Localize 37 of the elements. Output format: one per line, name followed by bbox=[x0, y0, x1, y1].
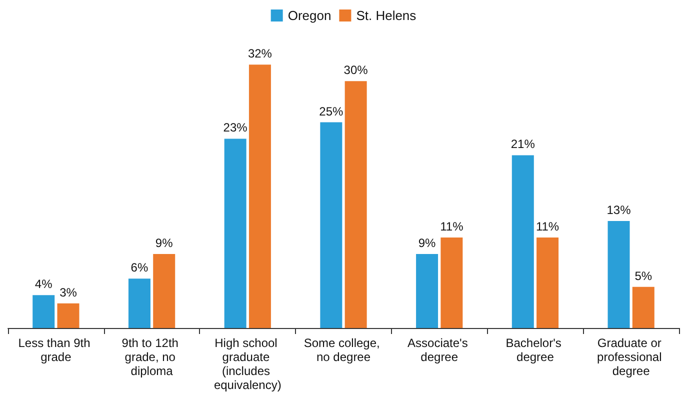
bar bbox=[344, 81, 367, 328]
x-tick-label: High school graduate (includes equivalency) bbox=[214, 336, 282, 392]
data-label: 11% bbox=[536, 219, 560, 234]
data-label: 9% bbox=[155, 236, 174, 250]
x-tick-label: Less than 9th grade bbox=[18, 336, 94, 364]
data-label: 25% bbox=[319, 104, 344, 118]
data-label: 6% bbox=[130, 260, 148, 275]
data-label: 32% bbox=[248, 46, 272, 61]
bar bbox=[416, 254, 438, 328]
data-label: 5% bbox=[634, 268, 652, 283]
x-tick-label: Graduate or professional degree bbox=[597, 336, 666, 378]
x-tick-label: 9th to 12th grade, no diploma bbox=[122, 336, 182, 378]
x-tick-label: Bachelor's degree bbox=[506, 336, 565, 364]
bar bbox=[512, 155, 534, 328]
data-label: 21% bbox=[510, 137, 536, 152]
data-label: 4% bbox=[34, 277, 53, 292]
bar bbox=[440, 237, 463, 328]
bar bbox=[57, 303, 80, 328]
data-label: 23% bbox=[223, 120, 248, 135]
data-label: 13% bbox=[606, 203, 632, 218]
bar bbox=[153, 254, 176, 328]
data-label: 11% bbox=[440, 219, 464, 234]
x-tick-label: Associate's degree bbox=[408, 336, 472, 364]
bar bbox=[608, 221, 630, 328]
bar bbox=[248, 64, 271, 328]
data-label: 3% bbox=[60, 285, 78, 300]
x-tick-label: Some college, no degree bbox=[304, 336, 384, 364]
bar bbox=[128, 278, 150, 328]
bar bbox=[536, 237, 559, 328]
bar bbox=[224, 138, 246, 328]
data-label: 30% bbox=[344, 63, 368, 78]
bar bbox=[632, 286, 654, 328]
legend-label: St. Helens bbox=[356, 8, 417, 23]
bar bbox=[320, 122, 342, 328]
legend-label: Oregon bbox=[288, 8, 332, 23]
bar bbox=[32, 295, 55, 328]
data-label: 9% bbox=[418, 236, 436, 250]
